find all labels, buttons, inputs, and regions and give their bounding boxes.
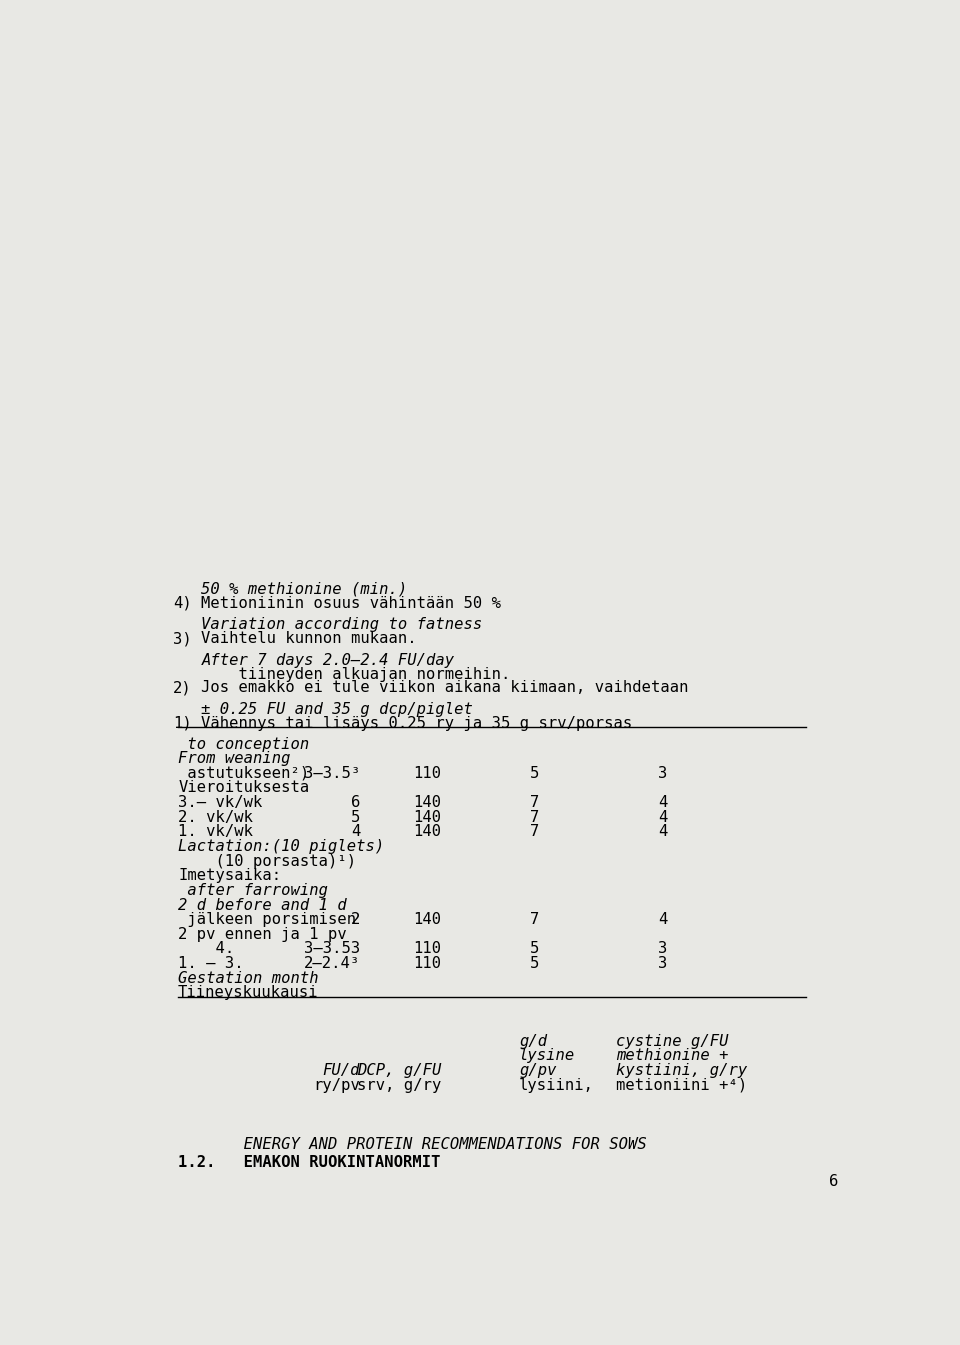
Text: 110: 110 [414,941,442,956]
Text: cystine g/FU: cystine g/FU [616,1034,729,1049]
Text: ± 0.25 FU and 35 g dcp/piglet: ± 0.25 FU and 35 g dcp/piglet [202,702,473,717]
Text: From weaning: From weaning [179,752,291,767]
Text: Jos emakko ei tule viikon aikana kiimaan, vaihdetaan: Jos emakko ei tule viikon aikana kiimaan… [202,681,689,695]
Text: 3–3.53: 3–3.53 [304,941,360,956]
Text: Lactation:(10 piglets): Lactation:(10 piglets) [179,839,384,854]
Text: 3): 3) [173,631,191,646]
Text: 2 pv ennen ja 1 pv: 2 pv ennen ja 1 pv [179,927,347,941]
Text: Vieroituksesta: Vieroituksesta [179,780,309,795]
Text: 1.2.   EMAKON RUOKINTANORMIT: 1.2. EMAKON RUOKINTANORMIT [179,1155,441,1170]
Text: Metioniinin osuus vähintään 50 %: Metioniinin osuus vähintään 50 % [202,596,501,611]
Text: 2 d before and 1 d: 2 d before and 1 d [179,897,347,912]
Text: 140: 140 [414,912,442,927]
Text: Variation according to fatness: Variation according to fatness [202,617,483,632]
Text: 6: 6 [350,795,360,810]
Text: 5: 5 [530,765,540,781]
Text: 4: 4 [658,795,667,810]
Text: 7: 7 [530,810,540,824]
Text: 3: 3 [658,956,667,971]
Text: Imetysaika:: Imetysaika: [179,869,281,884]
Text: 4: 4 [658,912,667,927]
Text: 4: 4 [350,824,360,839]
Text: 2: 2 [350,912,360,927]
Text: FU/d: FU/d [323,1063,360,1079]
Text: 2. vk/wk: 2. vk/wk [179,810,253,824]
Text: Gestation month: Gestation month [179,971,319,986]
Text: 5: 5 [530,956,540,971]
Text: 2): 2) [173,681,191,695]
Text: metioniini +⁴): metioniini +⁴) [616,1077,747,1092]
Text: jälkeen porsimisen: jälkeen porsimisen [179,912,356,927]
Text: lysine: lysine [519,1049,575,1064]
Text: Tiineyskuukausi: Tiineyskuukausi [179,986,319,1001]
Text: 1): 1) [173,716,191,730]
Text: 5: 5 [530,941,540,956]
Text: Vähennys tai lisäys 0.25 ry ja 35 g srv/porsas: Vähennys tai lisäys 0.25 ry ja 35 g srv/… [202,716,633,730]
Text: 4): 4) [173,596,191,611]
Text: DCP, g/FU: DCP, g/FU [357,1063,442,1079]
Text: g/pv: g/pv [519,1063,557,1079]
Text: astutukseen²): astutukseen²) [179,765,309,781]
Text: 2–2.4³: 2–2.4³ [304,956,360,971]
Text: 7: 7 [530,824,540,839]
Text: After 7 days 2.0–2.4 FU/day: After 7 days 2.0–2.4 FU/day [202,652,454,667]
Text: tiineyden alkuajan normeihin.: tiineyden alkuajan normeihin. [202,667,511,682]
Text: 3–3.5³: 3–3.5³ [304,765,360,781]
Text: 4: 4 [658,824,667,839]
Text: Vaihtelu kunnon mukaan.: Vaihtelu kunnon mukaan. [202,631,417,646]
Text: 1. vk/wk: 1. vk/wk [179,824,253,839]
Text: 50 % methionine (min.): 50 % methionine (min.) [202,582,408,597]
Text: 4.: 4. [179,941,234,956]
Text: ry/pv: ry/pv [313,1077,360,1092]
Text: 5: 5 [350,810,360,824]
Text: g/d: g/d [519,1034,547,1049]
Text: ENERGY AND PROTEIN RECOMMENDATIONS FOR SOWS: ENERGY AND PROTEIN RECOMMENDATIONS FOR S… [179,1137,647,1151]
Text: 3: 3 [658,765,667,781]
Text: 140: 140 [414,824,442,839]
Text: 3.– vk/wk: 3.– vk/wk [179,795,262,810]
Text: 110: 110 [414,956,442,971]
Text: 110: 110 [414,765,442,781]
Text: methionine +: methionine + [616,1049,729,1064]
Text: 140: 140 [414,810,442,824]
Text: 7: 7 [530,795,540,810]
Text: 6: 6 [829,1174,838,1189]
Text: to conception: to conception [179,737,309,752]
Text: lysiini,: lysiini, [519,1077,594,1092]
Text: 3: 3 [658,941,667,956]
Text: 1. – 3.: 1. – 3. [179,956,244,971]
Text: 7: 7 [530,912,540,927]
Text: 4: 4 [658,810,667,824]
Text: after farrowing: after farrowing [179,882,328,898]
Text: kystiini, g/ry: kystiini, g/ry [616,1063,747,1079]
Text: 140: 140 [414,795,442,810]
Text: srv, g/ry: srv, g/ry [357,1077,442,1092]
Text: (10 porsasta)¹): (10 porsasta)¹) [179,854,356,869]
